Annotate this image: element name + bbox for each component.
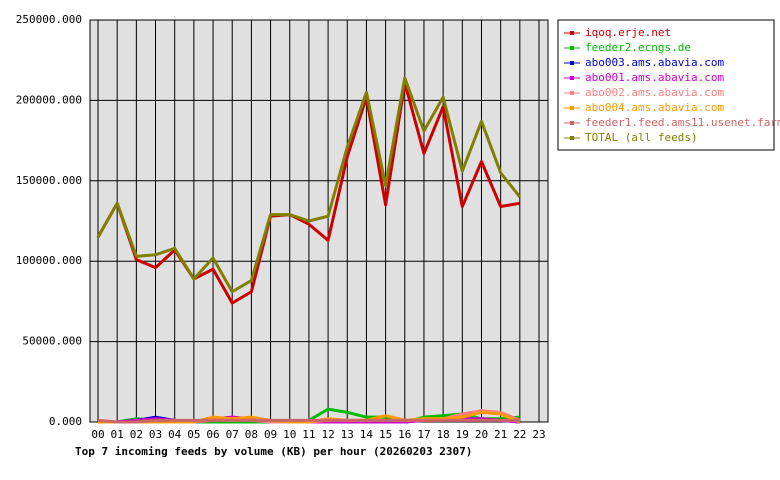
legend-marker bbox=[570, 31, 574, 35]
x-tick-label: 14 bbox=[360, 428, 374, 441]
x-tick-label: 21 bbox=[494, 428, 507, 441]
legend-marker bbox=[570, 121, 574, 125]
x-tick-label: 17 bbox=[417, 428, 430, 441]
x-tick-label: 04 bbox=[168, 428, 182, 441]
x-tick-label: 06 bbox=[206, 428, 219, 441]
legend-marker bbox=[570, 106, 574, 110]
x-tick-label: 13 bbox=[341, 428, 354, 441]
x-tick-label: 02 bbox=[130, 428, 143, 441]
series-line bbox=[96, 81, 521, 305]
x-tick-label: 11 bbox=[302, 428, 315, 441]
chart-title: Top 7 incoming feeds by volume (KB) per … bbox=[75, 445, 472, 458]
x-tick-label: 09 bbox=[264, 428, 277, 441]
series-line bbox=[98, 410, 521, 424]
x-tick-label: 05 bbox=[187, 428, 200, 441]
legend-marker bbox=[570, 136, 574, 140]
x-tick-label: 00 bbox=[91, 428, 104, 441]
x-tick-label: 10 bbox=[283, 428, 296, 441]
y-tick-label: 100000.000 bbox=[16, 254, 82, 267]
x-tick-label: 01 bbox=[111, 428, 124, 441]
legend-label: abo002.ams.abavia.com bbox=[585, 86, 724, 99]
x-tick-label: 18 bbox=[437, 428, 450, 441]
legend-label: feeder2.ecngs.de bbox=[585, 41, 691, 54]
legend-marker bbox=[570, 76, 574, 80]
series-line bbox=[96, 76, 522, 294]
x-tick-label: 12 bbox=[321, 428, 334, 441]
plot-area bbox=[89, 19, 549, 423]
legend-label: TOTAL (all feeds) bbox=[585, 131, 698, 144]
x-tick-label: 20 bbox=[475, 428, 488, 441]
y-tick-label: 200000.000 bbox=[16, 93, 82, 106]
legend-box bbox=[557, 19, 775, 151]
legend-marker bbox=[570, 46, 574, 50]
y-tick-label: 0.000 bbox=[49, 415, 82, 428]
x-tick-label: 16 bbox=[398, 428, 411, 441]
legend-label: feeder1.feed.ams11.usenet.farm bbox=[585, 116, 780, 129]
legend-label: iqoq.erje.net bbox=[585, 26, 671, 39]
legend-label: abo001.ams.abavia.com bbox=[585, 71, 724, 84]
y-tick-label: 50000.000 bbox=[22, 335, 82, 348]
legend-marker bbox=[570, 61, 574, 65]
series-line bbox=[97, 418, 520, 424]
x-tick-label: 23 bbox=[532, 428, 545, 441]
x-tick-label: 19 bbox=[456, 428, 469, 441]
legend-label: abo003.ams.abavia.com bbox=[585, 56, 724, 69]
legend-marker bbox=[570, 91, 574, 95]
x-tick-label: 07 bbox=[226, 428, 239, 441]
x-tick-label: 22 bbox=[513, 428, 526, 441]
x-tick-label: 03 bbox=[149, 428, 162, 441]
legend-label: abo004.ams.abavia.com bbox=[585, 101, 724, 114]
x-tick-label: 08 bbox=[245, 428, 258, 441]
x-tick-label: 15 bbox=[379, 428, 392, 441]
y-tick-label: 250000.000 bbox=[16, 13, 82, 26]
y-tick-label: 150000.000 bbox=[16, 174, 82, 187]
